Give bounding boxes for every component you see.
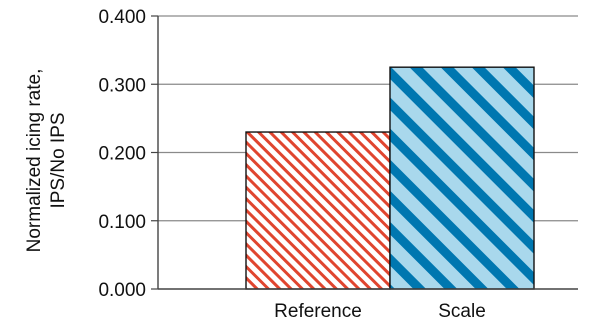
y-tick-label: 0.000 [98,280,146,301]
y-tick-label: 0.300 [98,75,146,96]
y-tick-label: 0.200 [98,144,146,165]
y-axis-title: Normalized icing rate, IPS/No IPS [24,69,69,253]
bar-reference [245,131,391,290]
axes [151,15,578,290]
y-tick-label: 0.400 [98,7,146,28]
y-tick-label: 0.100 [98,212,146,233]
bar-scale [389,66,535,290]
y-axis-title-line: IPS/No IPS [48,112,69,208]
y-axis-title-line: Normalized icing rate, [24,69,45,253]
x-tick-label: Scale [438,301,486,322]
bars [245,66,535,290]
tick-labels: 0.000 0.100 0.200 0.300 0.400 Reference Scale [98,7,485,322]
x-tick-label: Reference [274,301,362,322]
